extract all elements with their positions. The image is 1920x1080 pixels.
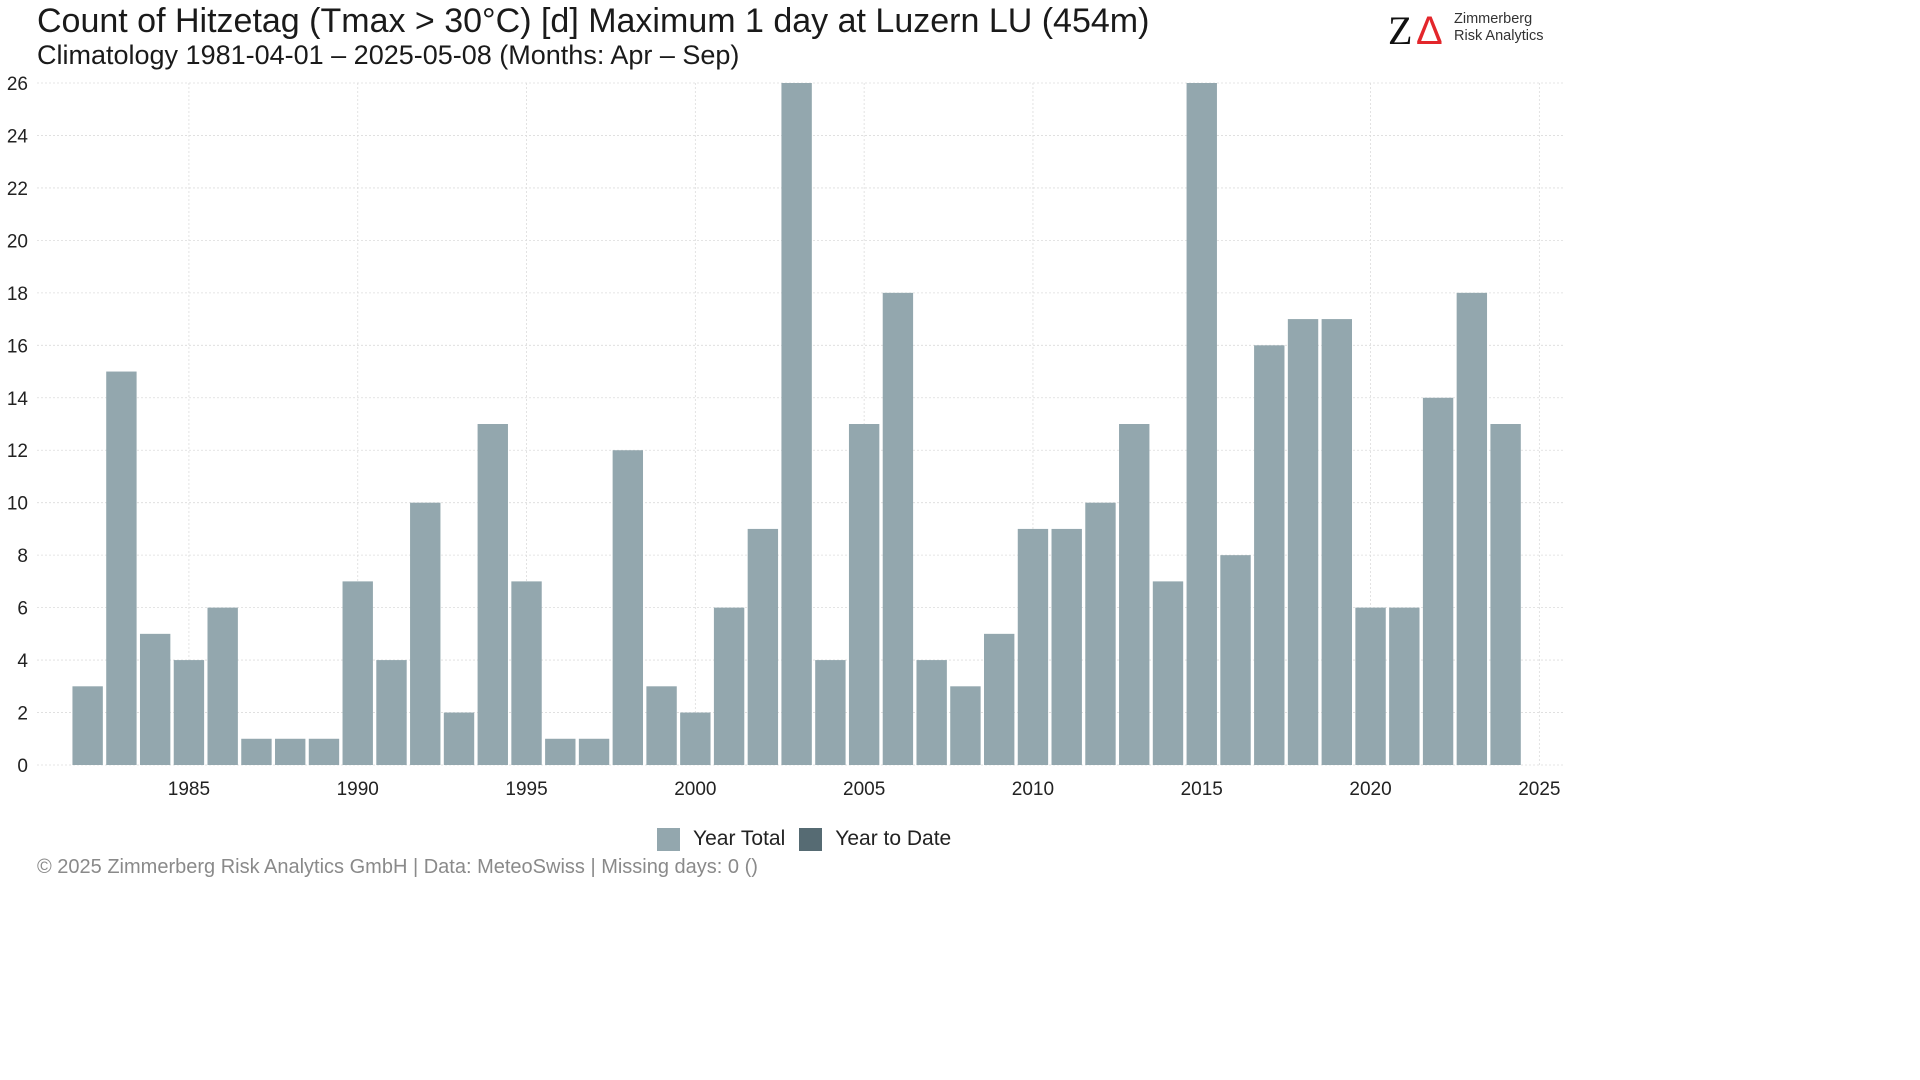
bar-1992 (410, 502, 441, 765)
legend-item-year-total: Year Total (657, 827, 785, 851)
bar-2013 (1119, 424, 1150, 765)
y-tick-label: 20 (7, 231, 28, 252)
y-tick-label: 22 (7, 179, 28, 200)
bar-1983 (106, 371, 137, 765)
bar-1991 (376, 660, 407, 765)
bar-2000 (680, 712, 711, 765)
bar-2010 (1017, 528, 1049, 765)
y-tick-label: 18 (7, 284, 28, 305)
bar-2014 (1152, 581, 1184, 765)
logo-z: Z (1388, 8, 1412, 52)
legend-item-year-to-date: Year to Date (799, 827, 951, 851)
x-tick-label: 2010 (1012, 779, 1054, 800)
bar-1993 (443, 712, 475, 765)
bar-2018 (1287, 319, 1319, 765)
legend-label-year-total: Year Total (693, 827, 786, 850)
bar-1994 (477, 424, 508, 765)
bar-1990 (342, 581, 373, 765)
legend-swatch-year-to-date (799, 827, 823, 851)
logo-line2: Risk Analytics (1454, 28, 1544, 44)
x-tick-label: 2000 (674, 779, 716, 800)
x-tick-label: 1995 (505, 779, 547, 800)
bar-2002 (747, 528, 779, 765)
x-tick-label: 1990 (337, 779, 379, 800)
x-tick-label: 2025 (1518, 779, 1560, 800)
y-tick-label: 10 (7, 494, 28, 515)
x-tick-label: 2015 (1181, 779, 1223, 800)
bar-2008 (950, 686, 981, 765)
bar-2022 (1422, 397, 1454, 765)
logo-delta: Δ (1416, 9, 1443, 52)
bar-2020 (1355, 607, 1386, 765)
y-tick-label: 8 (17, 546, 28, 567)
y-tick-label: 24 (7, 126, 29, 147)
bar-2009 (983, 633, 1015, 765)
bar-1999 (646, 686, 677, 765)
chart-legend: Year Total Year to Date (657, 826, 965, 852)
company-logo: Z Δ Zimmerberg Risk Analytics (1388, 8, 1558, 53)
y-tick-label: 14 (7, 389, 29, 410)
bar-1987 (241, 738, 272, 765)
y-tick-label: 16 (7, 336, 28, 357)
bar-2016 (1220, 555, 1251, 765)
bar-1988 (275, 738, 306, 765)
bar-1989 (308, 738, 340, 765)
bar-2019 (1321, 319, 1352, 765)
bar-1998 (612, 450, 644, 765)
chart-subtitle: Climatology 1981-04-01 – 2025-05-08 (Mon… (37, 40, 740, 70)
bar-2011 (1051, 528, 1082, 765)
y-tick-label: 2 (17, 704, 28, 725)
y-tick-label: 12 (7, 441, 28, 462)
y-tick-label: 26 (7, 74, 28, 95)
x-tick-label: 2020 (1349, 779, 1391, 800)
y-tick-label: 0 (17, 756, 28, 777)
bar-1995 (511, 581, 542, 765)
x-tick-label: 1985 (168, 779, 210, 800)
logo-line1: Zimmerberg (1454, 11, 1533, 27)
legend-swatch-year-total (657, 827, 680, 851)
bar-2015 (1186, 83, 1217, 765)
bar-1997 (578, 738, 610, 765)
bar-1986 (207, 607, 238, 765)
chart-title: Count of Hitzetag (Tmax > 30°C) [d] Maxi… (37, 2, 1150, 40)
x-tick-label: 2005 (843, 779, 885, 800)
bar-2023 (1456, 292, 1488, 765)
logo-mark-icon: Z Δ (1388, 8, 1443, 53)
legend-label-year-to-date: Year to Date (835, 827, 952, 850)
bar-1985 (173, 660, 205, 765)
bar-2024 (1490, 424, 1521, 765)
bar-2003 (781, 83, 812, 765)
bar-1982 (72, 686, 103, 765)
logo-text: Zimmerberg Risk Analytics (1454, 11, 1543, 45)
bar-2021 (1389, 607, 1420, 765)
bar-2001 (713, 607, 745, 765)
copyright-footer: © 2025 Zimmerberg Risk Analytics GmbH | … (37, 856, 758, 878)
bar-2017 (1254, 345, 1285, 765)
bar-1984 (139, 633, 171, 765)
y-tick-label: 6 (17, 599, 28, 620)
bar-2005 (848, 424, 880, 765)
y-tick-label: 4 (17, 651, 28, 672)
bar-1996 (545, 738, 576, 765)
bar-2012 (1085, 502, 1116, 765)
bar-2006 (882, 292, 914, 765)
bar-2007 (916, 660, 947, 765)
bar-2004 (815, 660, 846, 765)
